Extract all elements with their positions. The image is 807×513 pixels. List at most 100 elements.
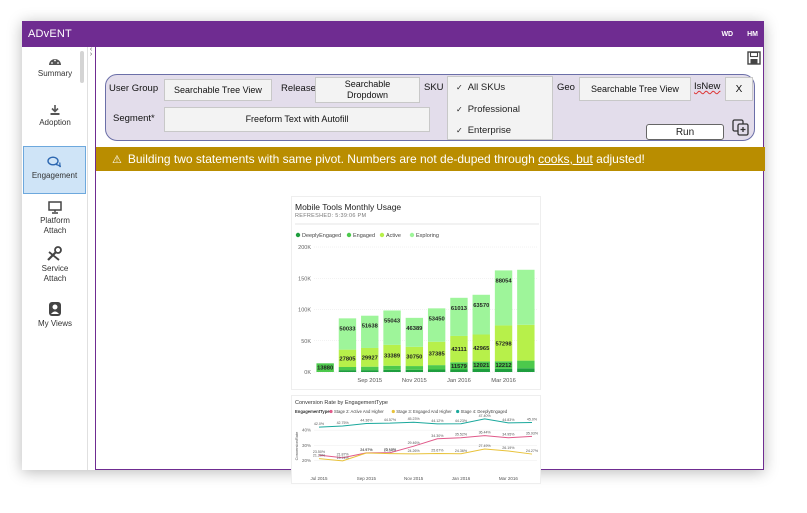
data-label: 42.0%	[314, 422, 325, 426]
sidebar-item-service-attach[interactable]: Service Attach	[22, 245, 88, 287]
data-label: 63570	[473, 303, 489, 309]
run-button[interactable]: Run	[646, 124, 724, 140]
sidebar-item-engagement[interactable]: Engagement	[23, 146, 86, 194]
data-label: 44.36%	[360, 418, 373, 422]
sku-option-label: Professional	[467, 104, 520, 115]
data-label: 44.12%	[431, 419, 444, 423]
monthly-usage-chart: Mobile Tools Monthly Usage REFRESHED: 5:…	[291, 196, 541, 390]
bar-segment	[472, 334, 490, 362]
dashboard-gauge-icon	[49, 59, 61, 65]
bar-segment	[383, 310, 401, 345]
data-label: 27.49%	[479, 444, 492, 448]
main-content: User Group Searchable Tree View Release …	[95, 47, 765, 484]
bar-segment	[427, 365, 446, 370]
legend-entry: Stage 4: DeeplyEngaged	[461, 409, 508, 414]
sidebar-item-label: My Views	[37, 319, 73, 328]
geo-tree-view[interactable]: Searchable Tree View	[579, 77, 691, 101]
y-axis-label: ConversionRate	[294, 431, 299, 460]
data-label: 44.57%	[384, 418, 397, 422]
data-label: 42.75%	[337, 421, 350, 425]
bar-segment	[517, 360, 535, 369]
data-label: 30750	[406, 354, 422, 360]
warning-triangle-icon: ⚠	[112, 153, 122, 166]
data-label: 24.26%	[408, 449, 421, 453]
x-tick-label: Sep 2015	[357, 378, 382, 384]
release-dropdown[interactable]: Searchable Dropdown	[315, 77, 420, 103]
user-initials-wd[interactable]: WD	[721, 30, 734, 38]
bar-segment	[338, 318, 357, 350]
duplicate-view-icon[interactable]	[732, 119, 750, 137]
bar-segment	[450, 335, 468, 363]
legend-marker-1	[346, 232, 352, 238]
person-icon	[49, 302, 61, 316]
segment-autofill-input[interactable]: Freeform Text with Autofill	[164, 107, 430, 132]
y-tick-label: 0K	[304, 370, 311, 376]
x-tick-label: Nov 2015	[402, 378, 427, 384]
data-label: 44.83%	[502, 418, 515, 422]
sidebar-collapse-handle[interactable]: ‹ ›	[89, 46, 93, 58]
legend-marker-3	[409, 232, 415, 238]
user-group-tree-view[interactable]: Searchable Tree View	[164, 79, 272, 101]
bar-segment	[517, 269, 535, 325]
user-initials-hm[interactable]: HM	[747, 30, 758, 38]
y-tick-label: 150K	[298, 276, 311, 282]
sku-option-enterprise[interactable]: ✓ Enterprise	[456, 125, 511, 136]
bar-segment	[472, 361, 490, 369]
y-tick-label: 20%	[302, 458, 311, 463]
y-tick-label: 30%	[302, 443, 311, 448]
x-tick-label: Jul 2015	[310, 476, 328, 481]
data-label: 24.97%	[360, 448, 373, 452]
warning-banner: ⚠ Building two statements with same pivo…	[96, 147, 765, 171]
x-tick-label: Jan 2016	[447, 378, 471, 384]
filter-panel: User Group Searchable Tree View Release …	[105, 74, 755, 141]
data-label: 42111	[451, 347, 467, 353]
data-label: 53450	[429, 316, 445, 322]
data-label: 55043	[384, 318, 401, 324]
data-label: 33389	[384, 353, 401, 359]
data-label: 12212	[495, 363, 511, 369]
check-icon: ✓	[456, 105, 463, 114]
y-tick-label: 100K	[298, 308, 311, 314]
sidebar: Summary Adoption Engagement Platform Atta…	[22, 47, 88, 470]
bar-chart-svg: DeeplyEngaged Engaged Active Exploring 0K 50K…	[295, 223, 539, 384]
chat-bubbles-icon	[47, 156, 62, 168]
data-label: 19.74%	[337, 456, 350, 460]
data-label: 61013	[451, 306, 468, 312]
sidebar-item-summary[interactable]: Summary	[22, 53, 88, 89]
sku-option-professional[interactable]: ✓ Professional	[456, 104, 520, 115]
brand-logo: ADvENT	[28, 28, 72, 40]
bar-segment	[361, 370, 379, 372]
bar-segment	[494, 270, 513, 326]
sidebar-item-label: Service Attach	[41, 264, 69, 283]
x-tick-label: Jan 2016	[452, 476, 471, 481]
line-chart-svg: EngagementType Stage 2: Active And Higher…	[294, 409, 539, 481]
bar-segment	[450, 369, 468, 372]
data-label: 44.23%	[455, 419, 468, 423]
save-icon[interactable]	[747, 51, 761, 65]
bar-segment	[383, 365, 401, 370]
check-icon: ✓	[456, 126, 463, 135]
data-label: 29.46%	[408, 441, 421, 445]
sidebar-item-platform-attach[interactable]: Platform Attach	[22, 199, 88, 241]
bar-segment	[427, 341, 446, 366]
sidebar-item-adoption[interactable]: Adoption	[22, 102, 88, 138]
bar-segment	[405, 366, 424, 370]
series-line	[318, 448, 533, 462]
data-label: 25.10%	[384, 448, 397, 452]
data-label: 24.27%	[526, 449, 539, 453]
bar-segment	[405, 317, 424, 347]
x-tick-label: Mar 2016	[499, 476, 519, 481]
legend-entry: Exploring	[416, 233, 439, 239]
x-tick-label: Mar 2016	[491, 378, 516, 384]
sidebar-item-my-views[interactable]: My Views	[22, 301, 88, 335]
data-label: 46389	[406, 326, 423, 332]
user-group-label: User Group	[109, 83, 159, 94]
series-line	[318, 418, 533, 428]
isnew-clear-button[interactable]: X	[725, 77, 753, 101]
sku-multiselect[interactable]: ✓ All SKUs ✓ Professional ✓ Enterprise	[447, 76, 553, 140]
bar-segment	[427, 308, 446, 342]
sidebar-scrollbar[interactable]	[80, 51, 84, 83]
sku-option-all[interactable]: ✓ All SKUs	[456, 82, 505, 93]
sku-label: SKU	[424, 82, 444, 93]
wrench-brush-icon	[47, 246, 62, 261]
